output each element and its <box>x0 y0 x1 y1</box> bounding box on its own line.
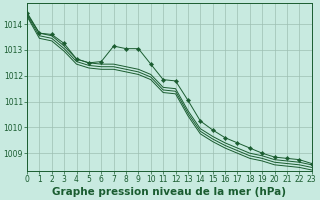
X-axis label: Graphe pression niveau de la mer (hPa): Graphe pression niveau de la mer (hPa) <box>52 187 286 197</box>
